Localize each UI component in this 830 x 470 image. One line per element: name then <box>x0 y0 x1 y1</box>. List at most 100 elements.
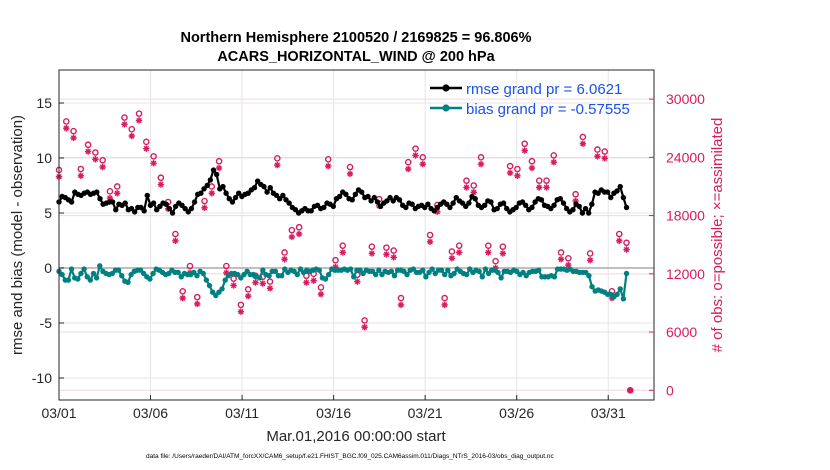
obs-possible-marker <box>397 294 405 302</box>
asterisk-stroke <box>230 282 237 289</box>
rmse-point <box>365 193 371 200</box>
obs-assimilated-marker <box>354 278 361 285</box>
rmse-series <box>56 167 630 216</box>
obs-assimilated-marker <box>150 159 157 167</box>
obs-assimilated-marker <box>477 160 485 168</box>
rmse-point <box>251 185 258 191</box>
rmse-point <box>557 196 564 202</box>
rmse-point <box>229 199 236 205</box>
rmse-point <box>68 199 75 205</box>
rmse-point <box>308 208 314 214</box>
rmse-point <box>144 192 150 199</box>
obs-possible-marker <box>528 157 536 165</box>
asterisk-stroke <box>543 184 550 191</box>
x-tick-label: 03/11 <box>225 405 259 421</box>
bias-point <box>278 273 285 279</box>
bias-point <box>495 269 501 276</box>
bias-point <box>78 270 84 277</box>
rmse-point <box>131 209 138 215</box>
asterisk-stroke <box>478 161 484 167</box>
obs-possible-marker <box>317 284 325 291</box>
obs-assimilated-marker <box>390 254 397 261</box>
obs-assimilated-marker <box>266 285 274 292</box>
rmse-point <box>447 204 453 211</box>
rmse-point <box>286 200 292 206</box>
bias-point <box>614 291 620 298</box>
bias-point <box>441 271 448 278</box>
obs-assimilated-marker <box>412 152 419 159</box>
obs-possible-marker <box>150 153 157 160</box>
asterisk-stroke <box>551 159 557 165</box>
obs-possible-marker <box>594 146 601 153</box>
bias-point <box>438 267 445 273</box>
obs-possible-marker <box>601 148 609 155</box>
obs-assimilated-marker <box>543 184 550 191</box>
rmse-point <box>163 201 169 207</box>
y-right-tick-label: 24000 <box>666 149 705 165</box>
obs-possible-marker <box>288 226 296 234</box>
bias-point <box>589 284 595 290</box>
obs-assimilated-marker <box>259 280 266 287</box>
bias-point <box>97 263 103 269</box>
asterisk-stroke <box>463 184 470 191</box>
obs-possible-marker <box>237 301 245 309</box>
obs-possible-marker <box>201 197 208 205</box>
bias-point <box>476 268 482 274</box>
x-tick-label: 03/06 <box>133 405 168 421</box>
asterisk-stroke <box>143 145 150 152</box>
obs-possible-marker <box>332 256 339 264</box>
bias-point <box>93 275 100 281</box>
obs-assimilated-marker <box>550 159 557 166</box>
obs-assimilated-marker <box>623 246 630 253</box>
obs-assimilated-marker <box>230 282 237 289</box>
asterisk-stroke <box>536 184 542 191</box>
obs-assimilated-marker <box>288 233 296 241</box>
obs-possible-marker <box>521 140 528 148</box>
asterisk-stroke <box>529 165 535 171</box>
bias-point <box>482 266 489 272</box>
obs-assimilated-marker <box>579 140 587 147</box>
asterisk-stroke <box>281 256 288 262</box>
rmse-point <box>466 200 472 206</box>
axes-layer: 03/01 03/06 03/11 03/16 03/21 03/26 03/31 -10 -5… <box>32 91 705 421</box>
asterisk-stroke <box>121 121 128 128</box>
rmse-point <box>538 197 545 203</box>
obs-assimilated-marker <box>463 184 470 191</box>
obs-possible-marker <box>230 275 237 282</box>
obs-possible-marker <box>106 188 114 195</box>
bias-point <box>391 273 398 279</box>
rmse-point <box>582 205 589 212</box>
obs-possible-marker <box>579 133 587 141</box>
obs-assimilated-marker <box>244 292 252 300</box>
rmse-point <box>213 171 220 178</box>
obs-assimilated-marker <box>114 190 121 197</box>
obs-possible-marker <box>484 242 492 249</box>
obs-possible-marker <box>615 230 623 238</box>
asterisk-stroke <box>390 254 397 261</box>
rmse-point <box>166 205 173 212</box>
bias-point <box>203 277 210 283</box>
y-left-tick-label: 5 <box>44 205 52 221</box>
rmse-point <box>264 189 270 195</box>
obs-possible-marker <box>193 293 201 301</box>
obs-possible-marker <box>492 257 499 265</box>
bias-point <box>150 270 156 277</box>
asterisk-stroke <box>70 135 77 141</box>
rmse-point <box>551 202 557 208</box>
obs-assimilated-marker <box>143 145 150 152</box>
asterisk-stroke <box>500 250 506 257</box>
bias-point <box>420 267 426 273</box>
y-axis-left-label: rmse and bias (model - observation) <box>9 115 26 355</box>
bias-point <box>586 273 592 279</box>
obs-possible-marker <box>324 155 332 163</box>
obs-possible-marker <box>506 162 514 170</box>
obs-assimilated-marker <box>215 164 223 172</box>
obs-possible-marker <box>113 183 121 190</box>
obs-assimilated-marker <box>84 148 92 155</box>
bias-point <box>272 268 279 274</box>
asterisk-stroke <box>485 249 492 256</box>
obs-possible-marker <box>572 190 579 198</box>
obs-assimilated-marker <box>237 308 245 315</box>
x-tick-label: 03/26 <box>499 405 534 421</box>
